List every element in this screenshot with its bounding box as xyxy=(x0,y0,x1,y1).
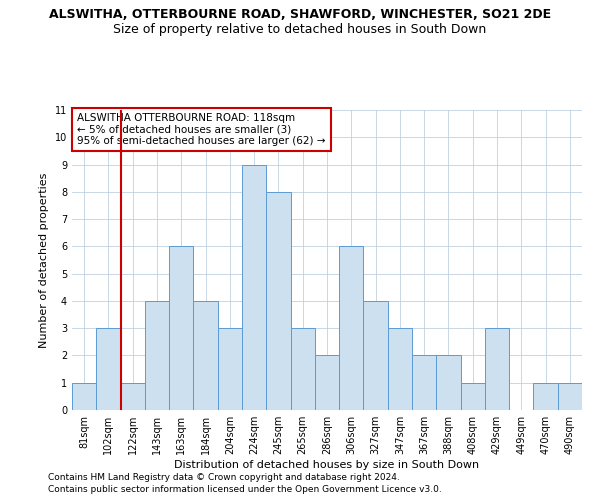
Bar xyxy=(242,164,266,410)
Bar xyxy=(339,246,364,410)
Bar xyxy=(315,356,339,410)
Y-axis label: Number of detached properties: Number of detached properties xyxy=(40,172,49,348)
Bar xyxy=(436,356,461,410)
Bar xyxy=(72,382,96,410)
Bar xyxy=(96,328,121,410)
Bar xyxy=(388,328,412,410)
Bar xyxy=(412,356,436,410)
Text: Size of property relative to detached houses in South Down: Size of property relative to detached ho… xyxy=(113,22,487,36)
Bar xyxy=(193,301,218,410)
Bar xyxy=(145,301,169,410)
Bar xyxy=(266,192,290,410)
Bar xyxy=(485,328,509,410)
X-axis label: Distribution of detached houses by size in South Down: Distribution of detached houses by size … xyxy=(175,460,479,470)
Text: ALSWITHA OTTERBOURNE ROAD: 118sqm
← 5% of detached houses are smaller (3)
95% of: ALSWITHA OTTERBOURNE ROAD: 118sqm ← 5% o… xyxy=(77,113,326,146)
Bar xyxy=(169,246,193,410)
Bar xyxy=(290,328,315,410)
Text: ALSWITHA, OTTERBOURNE ROAD, SHAWFORD, WINCHESTER, SO21 2DE: ALSWITHA, OTTERBOURNE ROAD, SHAWFORD, WI… xyxy=(49,8,551,20)
Text: Contains HM Land Registry data © Crown copyright and database right 2024.: Contains HM Land Registry data © Crown c… xyxy=(48,474,400,482)
Bar xyxy=(364,301,388,410)
Bar xyxy=(533,382,558,410)
Text: Contains public sector information licensed under the Open Government Licence v3: Contains public sector information licen… xyxy=(48,485,442,494)
Bar xyxy=(121,382,145,410)
Bar xyxy=(218,328,242,410)
Bar xyxy=(558,382,582,410)
Bar xyxy=(461,382,485,410)
